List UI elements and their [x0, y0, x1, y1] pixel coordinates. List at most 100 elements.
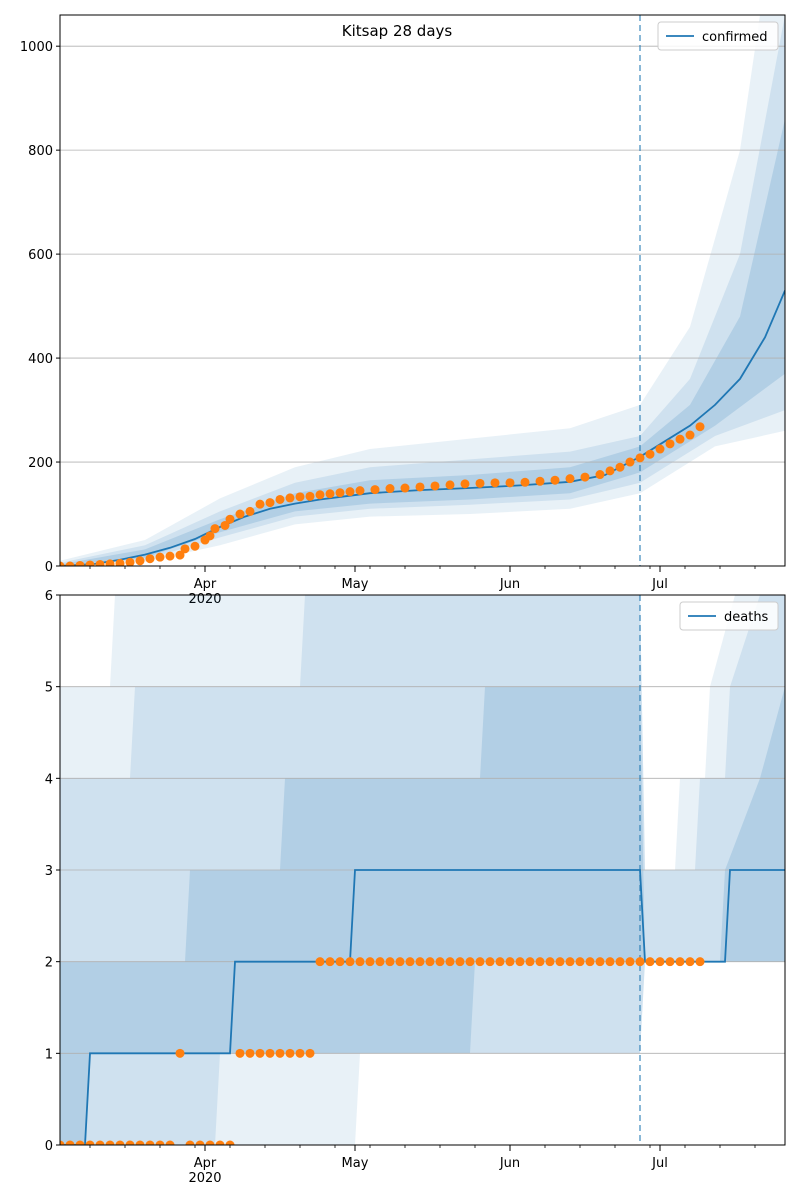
observed-point — [125, 1140, 135, 1145]
observed-point — [520, 477, 530, 487]
plot-area — [60, 15, 785, 566]
observed-point — [225, 1140, 235, 1145]
observed-point — [165, 1140, 175, 1145]
observed-point — [535, 476, 545, 486]
observed-point — [625, 957, 635, 967]
observed-point — [580, 472, 590, 482]
observed-point — [95, 559, 105, 566]
observed-point — [555, 957, 565, 967]
observed-point — [65, 561, 75, 566]
observed-point — [495, 957, 505, 967]
x-tick-label: Jul — [651, 1156, 668, 1171]
observed-point — [175, 1048, 185, 1058]
x-tick-label: Apr — [194, 1156, 217, 1171]
observed-point — [615, 957, 625, 967]
y-tick-label: 200 — [28, 456, 53, 471]
observed-point — [385, 484, 395, 494]
observed-point — [515, 957, 525, 967]
observed-point — [195, 1140, 205, 1145]
observed-point — [145, 554, 155, 564]
observed-point — [595, 957, 605, 967]
y-tick-label: 1 — [45, 1047, 53, 1062]
observed-point — [455, 957, 465, 967]
observed-point — [565, 474, 575, 484]
observed-point — [575, 957, 585, 967]
observed-point — [375, 957, 385, 967]
y-tick-label: 600 — [28, 248, 53, 263]
observed-point — [675, 434, 685, 444]
uncertainty-band-3 — [60, 686, 785, 1145]
observed-point — [655, 957, 665, 967]
axes-frame — [59, 14, 786, 567]
legend-box — [679, 601, 779, 631]
observed-point — [365, 957, 375, 967]
observed-point — [190, 541, 200, 551]
observed-point — [60, 561, 65, 566]
observed-point — [395, 957, 405, 967]
observed-point — [105, 1140, 115, 1145]
observed-point — [615, 462, 625, 472]
y-tick-label: 0 — [45, 560, 53, 575]
observed-point — [60, 1140, 65, 1145]
observed-point — [165, 551, 175, 561]
observed-point — [675, 957, 685, 967]
observed-point — [245, 506, 255, 516]
observed-point — [355, 957, 365, 967]
observed-point — [225, 514, 235, 524]
y-tick-label: 1000 — [20, 40, 53, 55]
model-median-line — [60, 290, 785, 566]
observed-point — [235, 509, 245, 519]
observed-point — [655, 444, 665, 454]
observed-point — [665, 957, 675, 967]
observed-point — [335, 488, 345, 498]
y-tick-label: 4 — [45, 772, 53, 787]
observed-point — [695, 957, 705, 967]
y-tick-label: 3 — [45, 864, 53, 879]
legend-label: confirmed — [702, 30, 768, 45]
observed-point — [315, 957, 325, 967]
observed-point — [585, 957, 595, 967]
x-tick-label: Apr — [194, 577, 217, 592]
observed-point — [155, 552, 165, 562]
observed-point — [525, 957, 535, 967]
observed-point — [315, 490, 325, 500]
observed-point — [685, 430, 695, 440]
legend-box — [657, 21, 779, 51]
y-tick-label: 2 — [45, 956, 53, 971]
observed-point — [415, 957, 425, 967]
observed-point — [490, 478, 500, 488]
observed-point — [385, 957, 395, 967]
observed-point — [95, 1140, 105, 1145]
observed-point — [145, 1140, 155, 1145]
observed-point — [445, 480, 455, 490]
observed-point — [255, 499, 265, 509]
x-tick-sublabel: 2020 — [188, 1171, 221, 1186]
observed-point — [645, 449, 655, 459]
observed-point — [485, 957, 495, 967]
observed-point — [235, 1048, 245, 1058]
observed-point — [430, 481, 440, 491]
uncertainty-band-3 — [60, 119, 785, 566]
observed-point — [415, 482, 425, 492]
observed-point — [435, 957, 445, 967]
observed-point — [105, 559, 115, 566]
observed-point — [605, 957, 615, 967]
legend-label: deaths — [724, 610, 769, 625]
observed-point — [115, 1140, 125, 1145]
observed-point — [125, 557, 135, 566]
observed-point — [505, 478, 515, 488]
observed-point — [65, 1140, 75, 1145]
observed-point — [445, 957, 455, 967]
plot-area — [60, 595, 785, 1145]
observed-point — [205, 1140, 215, 1145]
observed-point — [285, 493, 295, 503]
observed-point — [155, 1140, 165, 1145]
observed-point — [625, 457, 635, 467]
observed-point — [425, 957, 435, 967]
observed-point — [215, 1140, 225, 1145]
observed-point — [295, 1048, 305, 1058]
observed-point — [265, 1048, 275, 1058]
observed-point — [275, 1048, 285, 1058]
